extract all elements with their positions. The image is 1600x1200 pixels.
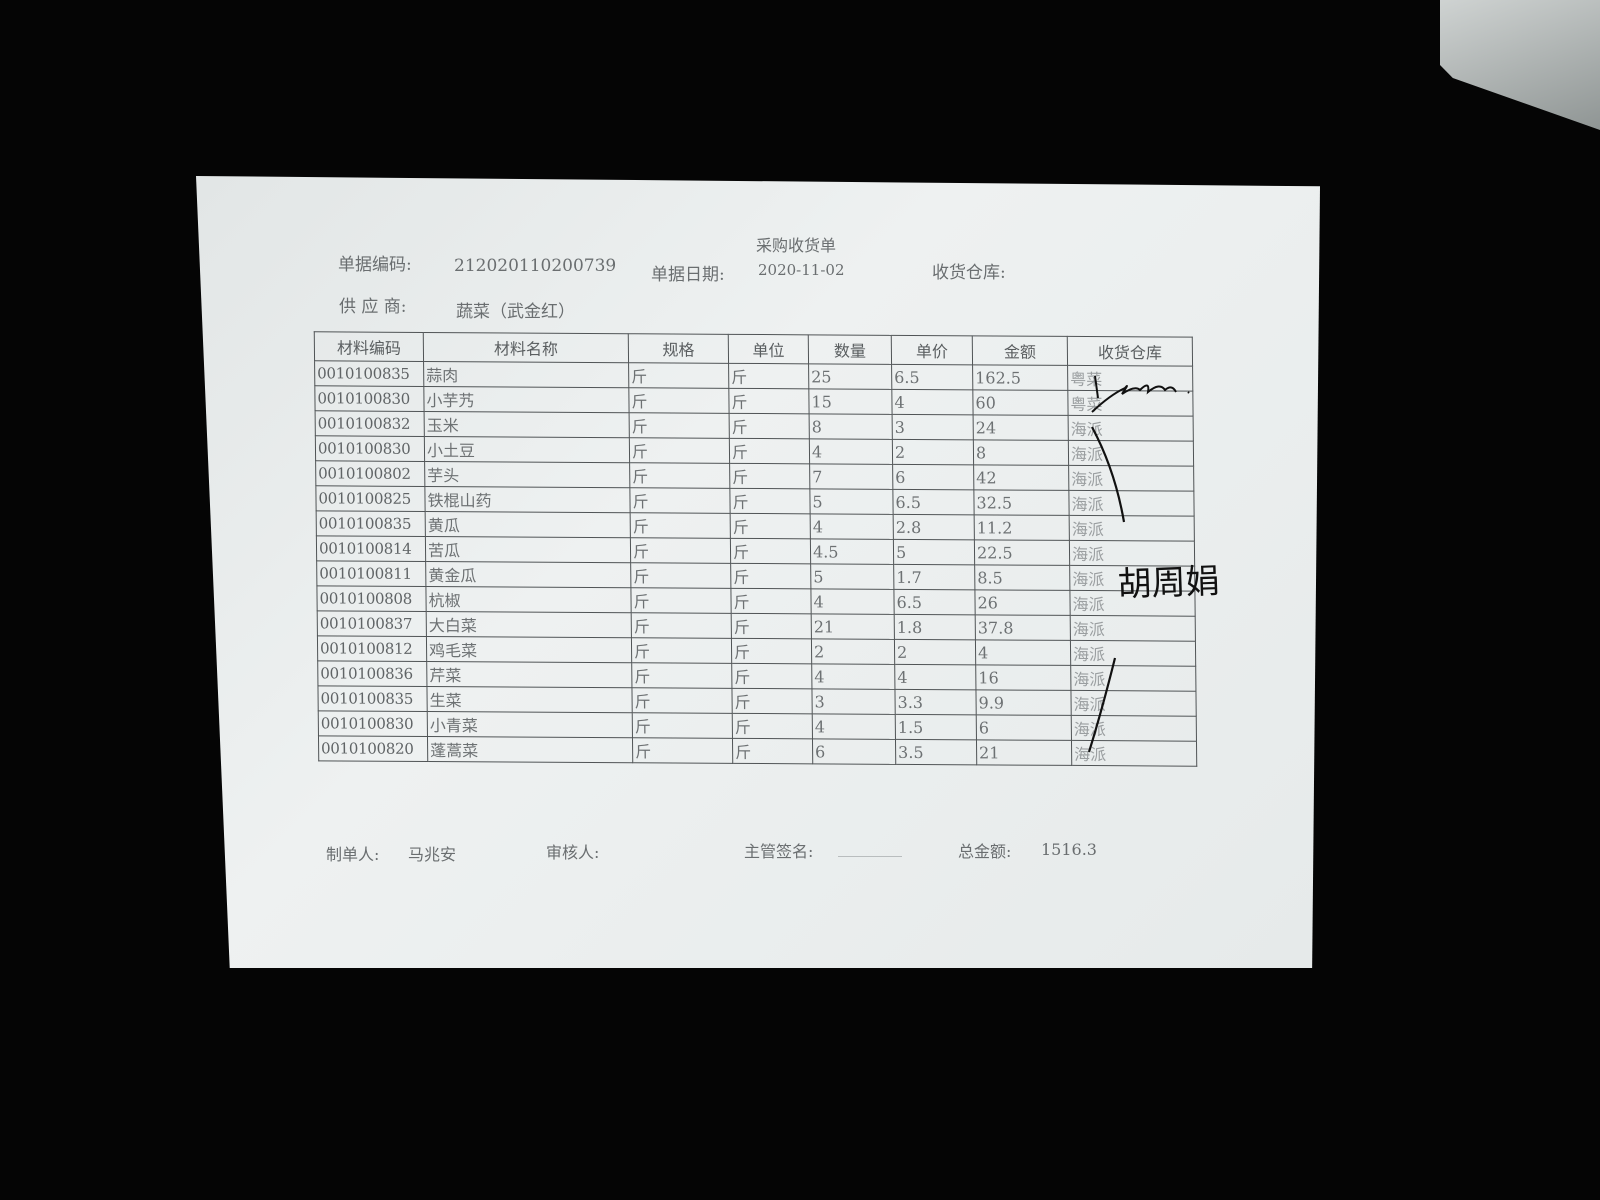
supplier-label: 供 应 商: (339, 297, 407, 317)
check-stroke-2 (1087, 657, 1117, 753)
bill-date: 2020-11-02 (758, 261, 845, 279)
supplier: 蔬菜（武金红） (456, 302, 575, 322)
supervisor-label: 主管签名: (744, 842, 814, 861)
warehouse-label: 收货仓库: (932, 263, 1006, 283)
bill-date-label: 单据日期: (651, 265, 725, 285)
signature-scribble (1091, 375, 1190, 413)
check-stroke-1 (1091, 426, 1126, 523)
document-title: 采购收货单 (756, 236, 837, 255)
bill-no-label: 单据编码: (338, 255, 412, 275)
maker: 马兆安 (408, 845, 457, 864)
supervisor-signature-line: ________ (838, 838, 902, 857)
purchase-receipt-document: 采购收货单 单据编码: 212020110200739 单据日期: 2020-1… (196, 176, 1320, 968)
maker-label: 制单人: (326, 845, 380, 864)
total-amount: 1516.3 (1041, 840, 1097, 859)
handwritten-name: 胡周娟 (1117, 561, 1220, 605)
total-label: 总金额: (958, 842, 1012, 861)
bill-no: 212020110200739 (454, 256, 617, 276)
reviewer-label: 审核人: (546, 843, 600, 862)
